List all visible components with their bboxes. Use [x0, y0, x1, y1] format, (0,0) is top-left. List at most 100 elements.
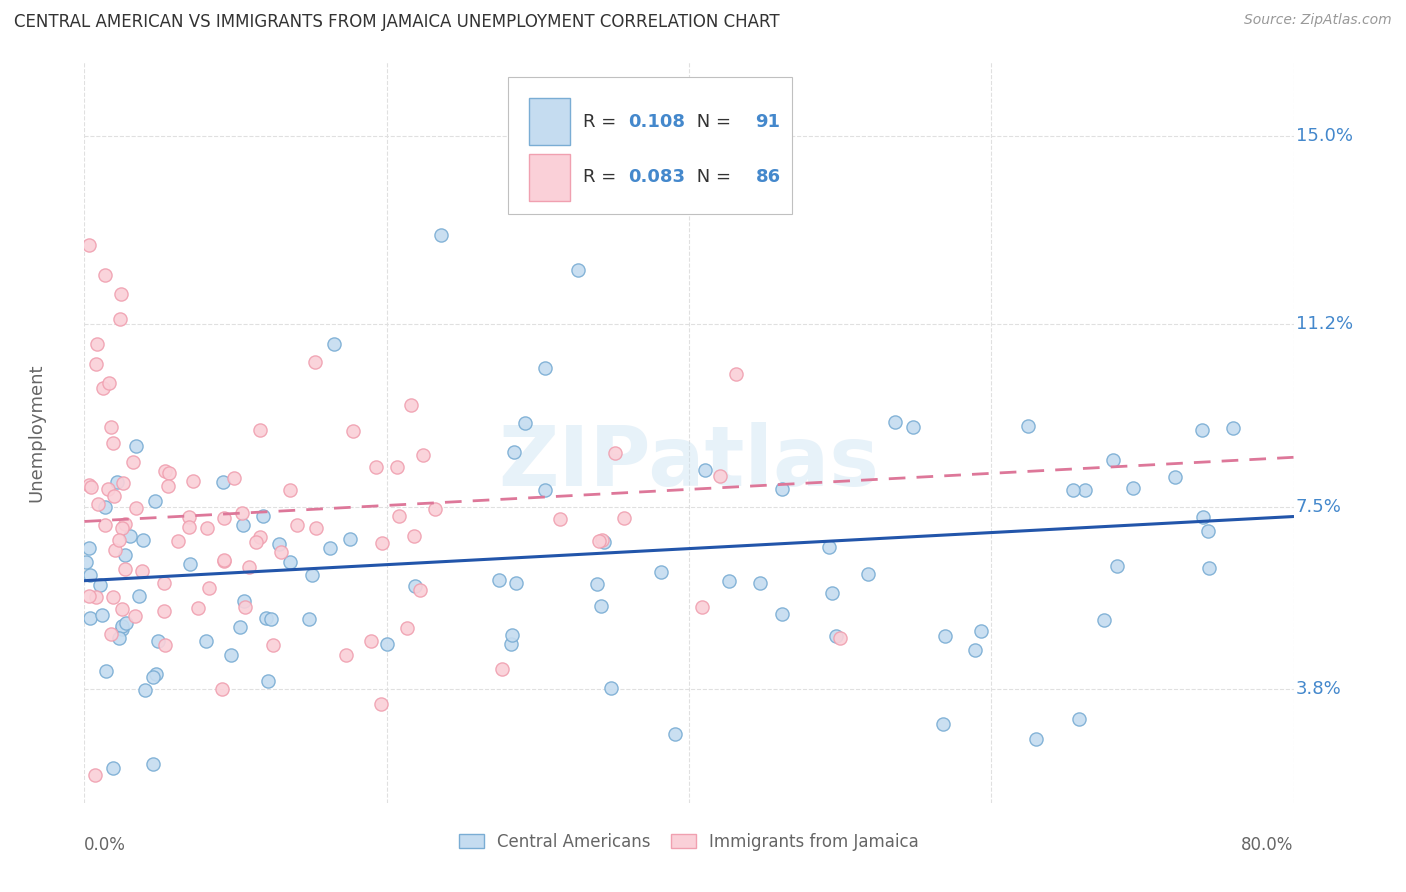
Legend: Central Americans, Immigrants from Jamaica: Central Americans, Immigrants from Jamai…: [453, 826, 925, 857]
Point: [1198, 561, 1220, 575]
Point: [709, 468, 731, 483]
Point: [818, 540, 841, 554]
Point: [114, 516, 136, 531]
Text: 0.083: 0.083: [628, 169, 686, 186]
Point: [586, 577, 609, 591]
Point: [101, 590, 124, 604]
Point: [124, 608, 146, 623]
Point: [664, 727, 686, 741]
Point: [856, 566, 879, 581]
Point: [100, 627, 122, 641]
Text: 7.5%: 7.5%: [1296, 498, 1341, 516]
Point: [118, 529, 141, 543]
Point: [222, 471, 245, 485]
Point: [156, 479, 179, 493]
Point: [278, 555, 301, 569]
Point: [93, 500, 115, 514]
Point: [111, 602, 134, 616]
Point: [934, 629, 956, 643]
Point: [134, 682, 156, 697]
Point: [233, 600, 256, 615]
Point: [104, 543, 127, 558]
Point: [1105, 559, 1128, 574]
Point: [94, 517, 117, 532]
Point: [111, 475, 134, 490]
Point: [233, 593, 256, 607]
Point: [593, 535, 616, 549]
Point: [211, 682, 233, 697]
Point: [387, 460, 409, 475]
Point: [77, 590, 100, 604]
Point: [87, 497, 110, 511]
Point: [97, 483, 120, 497]
Point: [90, 608, 112, 623]
Text: N =: N =: [692, 169, 737, 186]
Point: [231, 507, 253, 521]
Point: [108, 312, 131, 326]
Point: [111, 521, 134, 535]
Point: [101, 761, 124, 775]
Point: [828, 632, 851, 646]
Text: R =: R =: [582, 112, 621, 130]
FancyBboxPatch shape: [529, 153, 571, 201]
Point: [232, 518, 254, 533]
Point: [884, 415, 907, 429]
Point: [181, 475, 204, 489]
Point: [142, 756, 165, 771]
Point: [285, 518, 308, 533]
Point: [198, 581, 221, 595]
Point: [503, 445, 526, 459]
Point: [1164, 469, 1187, 483]
Point: [89, 578, 111, 592]
Point: [142, 670, 165, 684]
Point: [143, 494, 166, 508]
Point: [114, 548, 136, 562]
Point: [157, 466, 180, 480]
Point: [412, 448, 434, 462]
Point: [75, 556, 97, 570]
Point: [212, 510, 235, 524]
Point: [114, 615, 136, 630]
Point: [1092, 613, 1115, 627]
Point: [79, 611, 101, 625]
Point: [79, 541, 101, 556]
Point: [323, 336, 346, 351]
Point: [278, 483, 301, 498]
Point: [533, 483, 555, 497]
Point: [132, 533, 155, 548]
Point: [249, 530, 271, 544]
Point: [717, 574, 740, 588]
Point: [84, 590, 107, 604]
Point: [128, 589, 150, 603]
Point: [693, 463, 716, 477]
Point: [591, 533, 613, 548]
Point: [821, 586, 844, 600]
Text: 91: 91: [755, 112, 780, 130]
Point: [103, 490, 125, 504]
Point: [107, 631, 129, 645]
Point: [1197, 524, 1219, 539]
Text: 11.2%: 11.2%: [1296, 315, 1353, 333]
Point: [110, 287, 132, 301]
Point: [267, 536, 290, 550]
Point: [749, 576, 772, 591]
Point: [690, 600, 713, 615]
Text: CENTRAL AMERICAN VS IMMIGRANTS FROM JAMAICA UNEMPLOYMENT CORRELATION CHART: CENTRAL AMERICAN VS IMMIGRANTS FROM JAMA…: [14, 13, 780, 31]
Point: [515, 417, 537, 431]
Point: [319, 541, 342, 555]
Point: [770, 482, 793, 496]
Point: [388, 508, 411, 523]
Point: [501, 628, 523, 642]
FancyBboxPatch shape: [529, 98, 571, 145]
Point: [84, 767, 107, 781]
Point: [335, 648, 357, 662]
Point: [491, 662, 513, 676]
Point: [304, 354, 326, 368]
Point: [97, 376, 120, 390]
Point: [229, 620, 252, 634]
Point: [214, 553, 236, 567]
Point: [125, 439, 148, 453]
Point: [254, 611, 277, 625]
Point: [932, 716, 955, 731]
Point: [77, 478, 100, 492]
